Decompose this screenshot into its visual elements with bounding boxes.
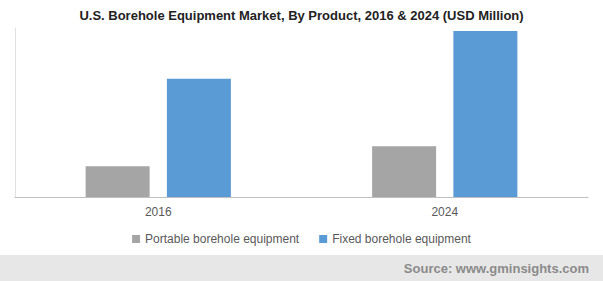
svg-text:2024: 2024 [431,205,458,219]
svg-text:U.S. Borehole Equipment Market: U.S. Borehole Equipment Market, By Produ… [79,8,523,23]
svg-text:Source: www.gminsights.com: Source: www.gminsights.com [404,261,589,276]
svg-text:Portable borehole equipment: Portable borehole equipment [145,232,300,246]
svg-text:Fixed borehole equipment: Fixed borehole equipment [332,232,471,246]
svg-text:2016: 2016 [145,205,172,219]
